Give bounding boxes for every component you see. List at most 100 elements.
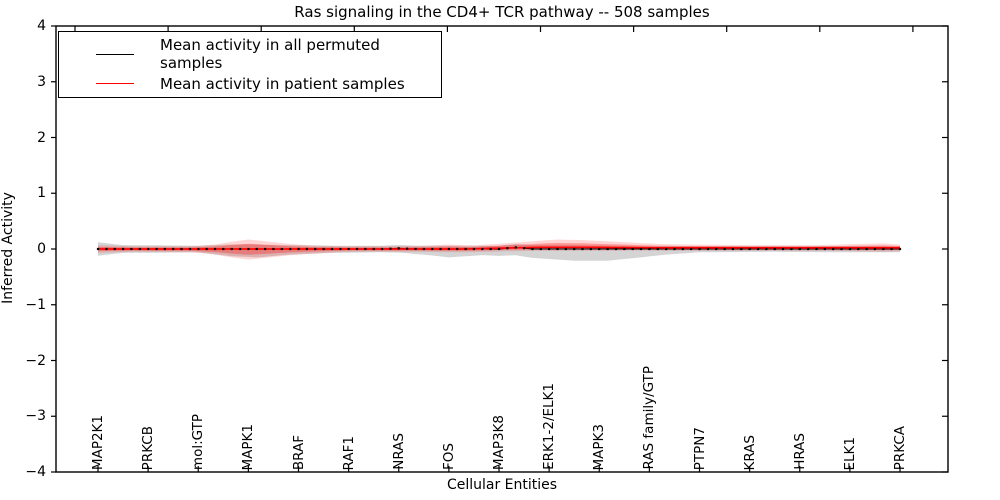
permuted-marker [230,247,233,251]
permuted-marker [105,247,108,251]
permuted-marker [355,247,359,251]
legend-label-permuted: Mean activity in all permuted samples [160,36,380,73]
permuted-marker [238,247,242,251]
permuted-marker [96,247,100,251]
permuted-marker [347,247,350,251]
x-tick-label: NRAS [390,433,407,470]
y-tick-label: −1 [25,296,46,313]
permuted-marker [188,247,191,251]
permuted-marker [172,247,175,251]
permuted-marker [639,247,643,251]
permuted-marker [364,247,367,251]
permuted-marker [873,247,876,251]
permuted-std-band [98,242,900,261]
permuted-marker [631,247,634,251]
permuted-marker [197,247,200,251]
permuted-marker [681,247,684,251]
permuted-marker [756,247,760,251]
y-tick-label: −2 [25,352,46,369]
permuted-marker [481,247,484,251]
permuted-marker [138,247,141,251]
chart-title: Ras signaling in the CD4+ TCR pathway --… [294,3,710,21]
permuted-marker [823,247,826,251]
y-tick-label: 0 [37,241,46,257]
permuted-marker [581,247,584,251]
permuted-marker [740,247,743,251]
permuted-marker [807,247,810,251]
permuted-marker [213,247,217,251]
y-tick-label: 1 [37,185,46,202]
permuted-marker [305,247,308,251]
legend: Mean activity in all permuted samples Me… [58,31,442,98]
permuted-marker [665,247,668,251]
permuted-marker [656,247,659,251]
permuted-marker [122,247,125,251]
permuted-marker [289,247,292,251]
x-tick-label: PTPN7 [691,426,708,470]
legend-entry-permuted: Mean activity in all permuted samples [59,36,441,72]
permuted-marker [489,247,492,251]
permuted-marker [781,247,785,251]
permuted-marker [372,247,375,251]
permuted-marker [255,247,258,251]
permuted-marker [130,247,133,251]
permuted-marker [431,247,434,251]
permuted-marker [548,247,551,251]
permuted-marker [514,246,517,249]
permuted-marker [531,247,534,251]
permuted-marker [832,247,835,251]
legend-entry-patient: Mean activity in patient samples [59,75,441,93]
x-tick-label: KRAS [741,434,758,471]
permuted-marker [606,247,609,251]
x-tick-label: HRAS [791,433,808,470]
permuted-marker [890,247,893,251]
permuted-marker [380,247,384,251]
x-tick-label: BRAF [290,434,307,470]
y-tick-label: 4 [37,18,46,34]
permuted-marker [180,247,183,251]
y-tick-label: 2 [37,129,46,146]
permuted-marker [573,247,576,251]
legend-line-patient-samples [96,83,134,85]
legend-label-patient: Mean activity in patient samples [160,74,405,93]
x-tick-label: ELK1 [841,436,858,471]
permuted-marker [322,247,325,251]
permuted-marker [898,247,902,251]
permuted-marker [815,247,818,251]
permuted-marker [297,247,300,251]
x-tick-label: RAF1 [340,435,357,470]
y-tick-label: 3 [37,73,46,90]
permuted-marker [397,247,400,250]
permuted-marker [389,247,392,250]
permuted-marker [147,247,150,251]
permuted-marker [840,247,843,251]
permuted-marker [857,247,860,251]
x-axis-label: Cellular Entities [446,477,558,493]
permuted-marker [748,247,751,251]
permuted-marker [414,247,417,251]
permuted-marker [447,247,450,251]
x-tick-label: FOS [440,443,457,470]
legend-line-permuted-samples [96,53,134,55]
y-tick-label: −3 [25,408,46,425]
x-tick-label: mol:GTP [190,413,207,470]
permuted-marker [790,247,793,251]
permuted-marker [113,247,116,251]
x-tick-label: MAP3K8 [491,414,507,470]
permuted-marker [205,247,208,251]
permuted-marker [163,247,166,251]
permuted-marker [731,247,734,251]
x-tick-label: RAS family/GTP [641,366,658,470]
permuted-marker [272,247,275,251]
x-tick-label: MAPK1 [240,423,257,470]
x-tick-label: MAP2K1 [90,414,106,470]
permuted-marker [698,247,701,251]
permuted-marker [422,247,425,251]
permuted-marker [464,247,467,251]
permuted-marker [865,247,868,251]
permuted-marker [765,247,768,251]
x-tick-label: MAPK3 [591,423,608,470]
x-tick-label: PRKCB [140,425,157,470]
permuted-marker [673,247,676,251]
